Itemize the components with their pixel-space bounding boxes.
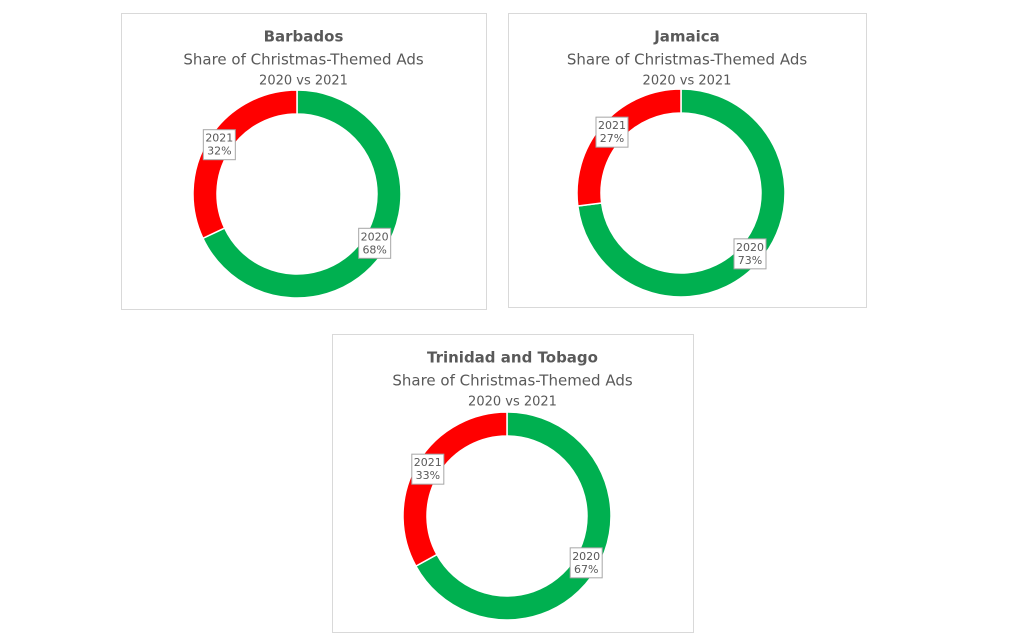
data-label-value: 73%	[738, 254, 762, 267]
data-label-value: 27%	[600, 132, 624, 145]
data-label-box	[569, 547, 603, 579]
chart-subtitle: Share of Christmas-Themed Ads	[183, 51, 423, 69]
chart-panel: Trinidad and Tobago Share of Christmas-Th…	[332, 334, 694, 633]
data-label-category: 2020	[361, 230, 389, 243]
chart-panel: Jamaica Share of Christmas-Themed Ads 2020…	[508, 13, 867, 308]
data-label-box	[595, 116, 629, 148]
chart-subtitle: 2020 vs 2021	[643, 74, 732, 89]
chart-frame	[121, 13, 487, 310]
chart-subtitle: 2020 vs 2021	[259, 74, 348, 89]
chart-title: Barbados	[264, 28, 344, 46]
data-label-category: 2020	[572, 550, 600, 563]
data-label-category: 2021	[598, 119, 626, 132]
data-label-value: 68%	[362, 243, 386, 256]
data-label-category: 2021	[414, 456, 442, 469]
chart-subtitle: 2020 vs 2021	[468, 395, 557, 410]
donut-segment	[402, 411, 508, 568]
data-label-value: 32%	[207, 145, 231, 158]
donut-segment	[192, 89, 298, 240]
data-label-category: 2020	[736, 241, 764, 254]
chart-subtitle: Share of Christmas-Themed Ads	[567, 51, 807, 69]
data-label-category: 2021	[205, 132, 233, 145]
donut-segment	[414, 411, 612, 621]
data-label-box	[202, 129, 236, 161]
chart-title: Jamaica	[653, 28, 720, 46]
data-label-box	[411, 453, 445, 485]
donut-segment	[576, 88, 786, 298]
chart-frame	[332, 334, 694, 633]
data-label-box	[358, 227, 392, 259]
donut-segment	[201, 89, 402, 299]
chart-subtitle: Share of Christmas-Themed Ads	[392, 372, 632, 390]
chart-panel: Barbados Share of Christmas-Themed Ads 202…	[121, 13, 487, 310]
chart-frame	[508, 13, 867, 308]
data-label-box	[733, 238, 767, 270]
chart-title: Trinidad and Tobago	[427, 349, 598, 367]
data-label-value: 33%	[416, 469, 440, 482]
data-label-value: 67%	[574, 563, 598, 576]
